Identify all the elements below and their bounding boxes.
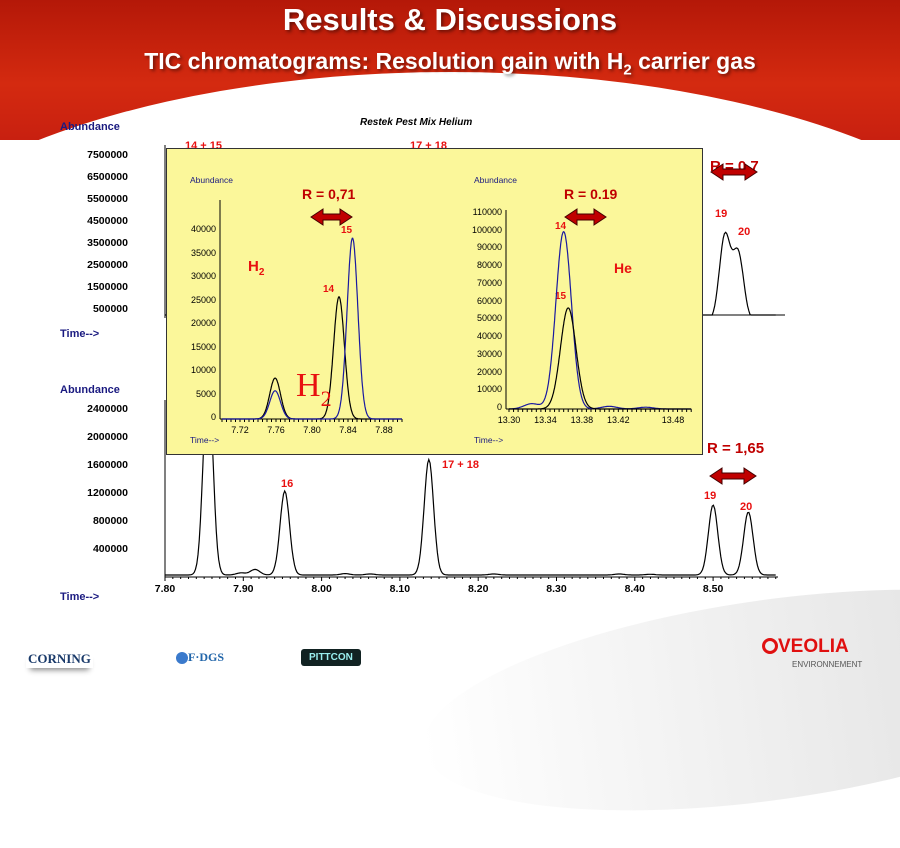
he-resolution: R = 0.19 — [564, 186, 618, 202]
bottom-xtick-label: 8.30 — [546, 583, 567, 595]
bottom-resolution-arrow — [709, 467, 757, 485]
h2-inset-xtick-label: 7.84 — [339, 425, 357, 435]
bottom-ytick-label: 1200000 — [87, 487, 128, 499]
h2-inset-ytick-label: 10000 — [190, 365, 216, 375]
h2-inset-xtick-label: 7.80 — [303, 425, 321, 435]
he-inset-xtick-label: 13.34 — [534, 415, 557, 425]
h2-resolution-arrow — [310, 208, 353, 226]
top-ytick-label: 5500000 — [87, 193, 128, 205]
veolia-logo: VEOLIA — [762, 636, 849, 658]
he-inset-ytick-label: 60000 — [476, 295, 502, 306]
slide-title: Results & Discussions — [282, 2, 618, 37]
top-ytick-label: 1500000 — [87, 281, 128, 293]
h2-inset-ytick-label: 0 — [210, 412, 216, 422]
he-inset-ytick-label: 110000 — [472, 206, 502, 217]
he-inset-ytick-label: 90000 — [476, 242, 502, 253]
h2-inset-xtick-label: 7.88 — [375, 425, 393, 435]
peak-label-16: 16 — [281, 478, 294, 490]
bottom-ytick-label: 800000 — [92, 515, 128, 527]
he-resolution-arrow — [564, 208, 607, 226]
bottom-xtick-label: 7.80 — [154, 583, 176, 595]
he-inset-ytick-label: 100000 — [471, 224, 502, 235]
he-inset-series-line — [509, 307, 692, 410]
h2-peak-14: 14 — [323, 284, 335, 295]
top-chart-title: Restek Pest Mix Helium — [360, 117, 473, 128]
h2-inset-ylabel: Abundance — [190, 175, 234, 185]
h2-inset-xlabel: Time--> — [190, 435, 220, 445]
pittcon-logo: PITTCON — [301, 649, 361, 666]
he-inset-ytick-label: 40000 — [476, 331, 502, 342]
top-ytick-label: 3500000 — [87, 237, 128, 249]
bottom-xtick-label: 8.50 — [702, 583, 724, 595]
he-inset-ytick-label: 80000 — [476, 260, 502, 271]
bottom-xtick-label: 8.20 — [467, 583, 489, 595]
he-inset-ytick-label: 10000 — [476, 384, 502, 395]
h2-inset-series-line — [222, 237, 402, 420]
top-xlabel: Time--> — [60, 328, 100, 340]
he-inset-series-line — [509, 231, 692, 410]
bottom-resolution: R = 1,65 — [707, 440, 765, 457]
bottom-ytick-label: 2000000 — [87, 431, 128, 443]
bottom-series-line — [165, 399, 776, 576]
bottom-peak-20: 20 — [740, 501, 753, 513]
he-inset-ytick-label: 30000 — [476, 348, 502, 359]
bottom-xlabel: Time--> — [60, 591, 100, 603]
bottom-ytick-label: 1600000 — [87, 459, 128, 471]
inset-chromatograms — [219, 200, 692, 422]
veolia-subtitle: ENVIRONNEMENT — [792, 660, 863, 669]
fdgs-logo: F·DGS — [176, 650, 224, 665]
h2-resolution: R = 0,71 — [302, 186, 356, 202]
top-ytick-label: 2500000 — [87, 259, 128, 271]
he-inset-ytick-label: 70000 — [476, 277, 502, 288]
bottom-ylabel: Abundance — [60, 384, 120, 396]
h2-inset-ytick-label: 5000 — [195, 388, 216, 399]
h2-carrier-label: H2 — [248, 258, 265, 278]
bottom-ytick-label: 400000 — [92, 543, 128, 555]
top-peak-20: 20 — [738, 226, 751, 238]
top-peak-19: 19 — [715, 208, 728, 220]
he-inset-ylabel: Abundance — [474, 175, 518, 185]
corning-logo: CORNING — [28, 651, 91, 666]
bottom-xtick-label: 8.10 — [389, 583, 411, 595]
he-inset-xlabel: Time--> — [474, 435, 504, 445]
h2-peak-15: 15 — [341, 225, 353, 236]
top-ytick-label: 500000 — [92, 303, 128, 315]
he-peak-14: 14 — [555, 221, 567, 232]
top-ylabel: Abundance — [60, 121, 120, 133]
h2-watermark: H2 — [296, 367, 332, 412]
h2-inset-ytick-label: 40000 — [190, 224, 216, 234]
inset-panel — [166, 148, 703, 455]
he-inset-ytick-label: 0 — [496, 402, 502, 412]
h2-inset-xtick-label: 7.76 — [267, 425, 285, 435]
bottom-ytick-label: 2400000 — [87, 403, 128, 415]
h2-inset-ytick-label: 30000 — [190, 271, 216, 281]
he-inset-xtick-label: 13.30 — [497, 415, 521, 425]
top-ytick-label: 7500000 — [87, 149, 128, 161]
he-inset-xtick-label: 13.38 — [570, 415, 594, 425]
he-carrier-label: He — [614, 260, 632, 276]
he-peak-15: 15 — [555, 291, 567, 302]
he-inset-xtick-label: 13.48 — [661, 415, 685, 425]
bottom-xtick-label: 8.00 — [311, 583, 332, 595]
bottom-xtick-label: 8.40 — [624, 583, 646, 595]
h2-inset-ytick-label: 15000 — [190, 341, 216, 352]
he-inset-xtick-label: 13.42 — [607, 415, 630, 425]
he-inset-ytick-label: 20000 — [476, 366, 502, 377]
top-resolution-arrow — [710, 163, 758, 181]
bottom-peak-19: 19 — [704, 490, 717, 502]
he-inset-ytick-label: 50000 — [476, 313, 502, 324]
slide-subtitle: TIC chromatograms: Resolution gain with … — [144, 48, 756, 79]
h2-inset-ytick-label: 35000 — [190, 247, 216, 258]
peak-label-17-18-bottom: 17 + 18 — [442, 459, 480, 471]
bottom-xtick-label: 7.90 — [233, 583, 254, 595]
h2-inset-ytick-label: 25000 — [190, 294, 216, 305]
top-ytick-label: 6500000 — [87, 171, 128, 183]
h2-inset-xtick-label: 7.72 — [231, 425, 249, 435]
top-ytick-label: 4500000 — [87, 215, 128, 227]
h2-inset-ytick-label: 20000 — [190, 318, 216, 328]
